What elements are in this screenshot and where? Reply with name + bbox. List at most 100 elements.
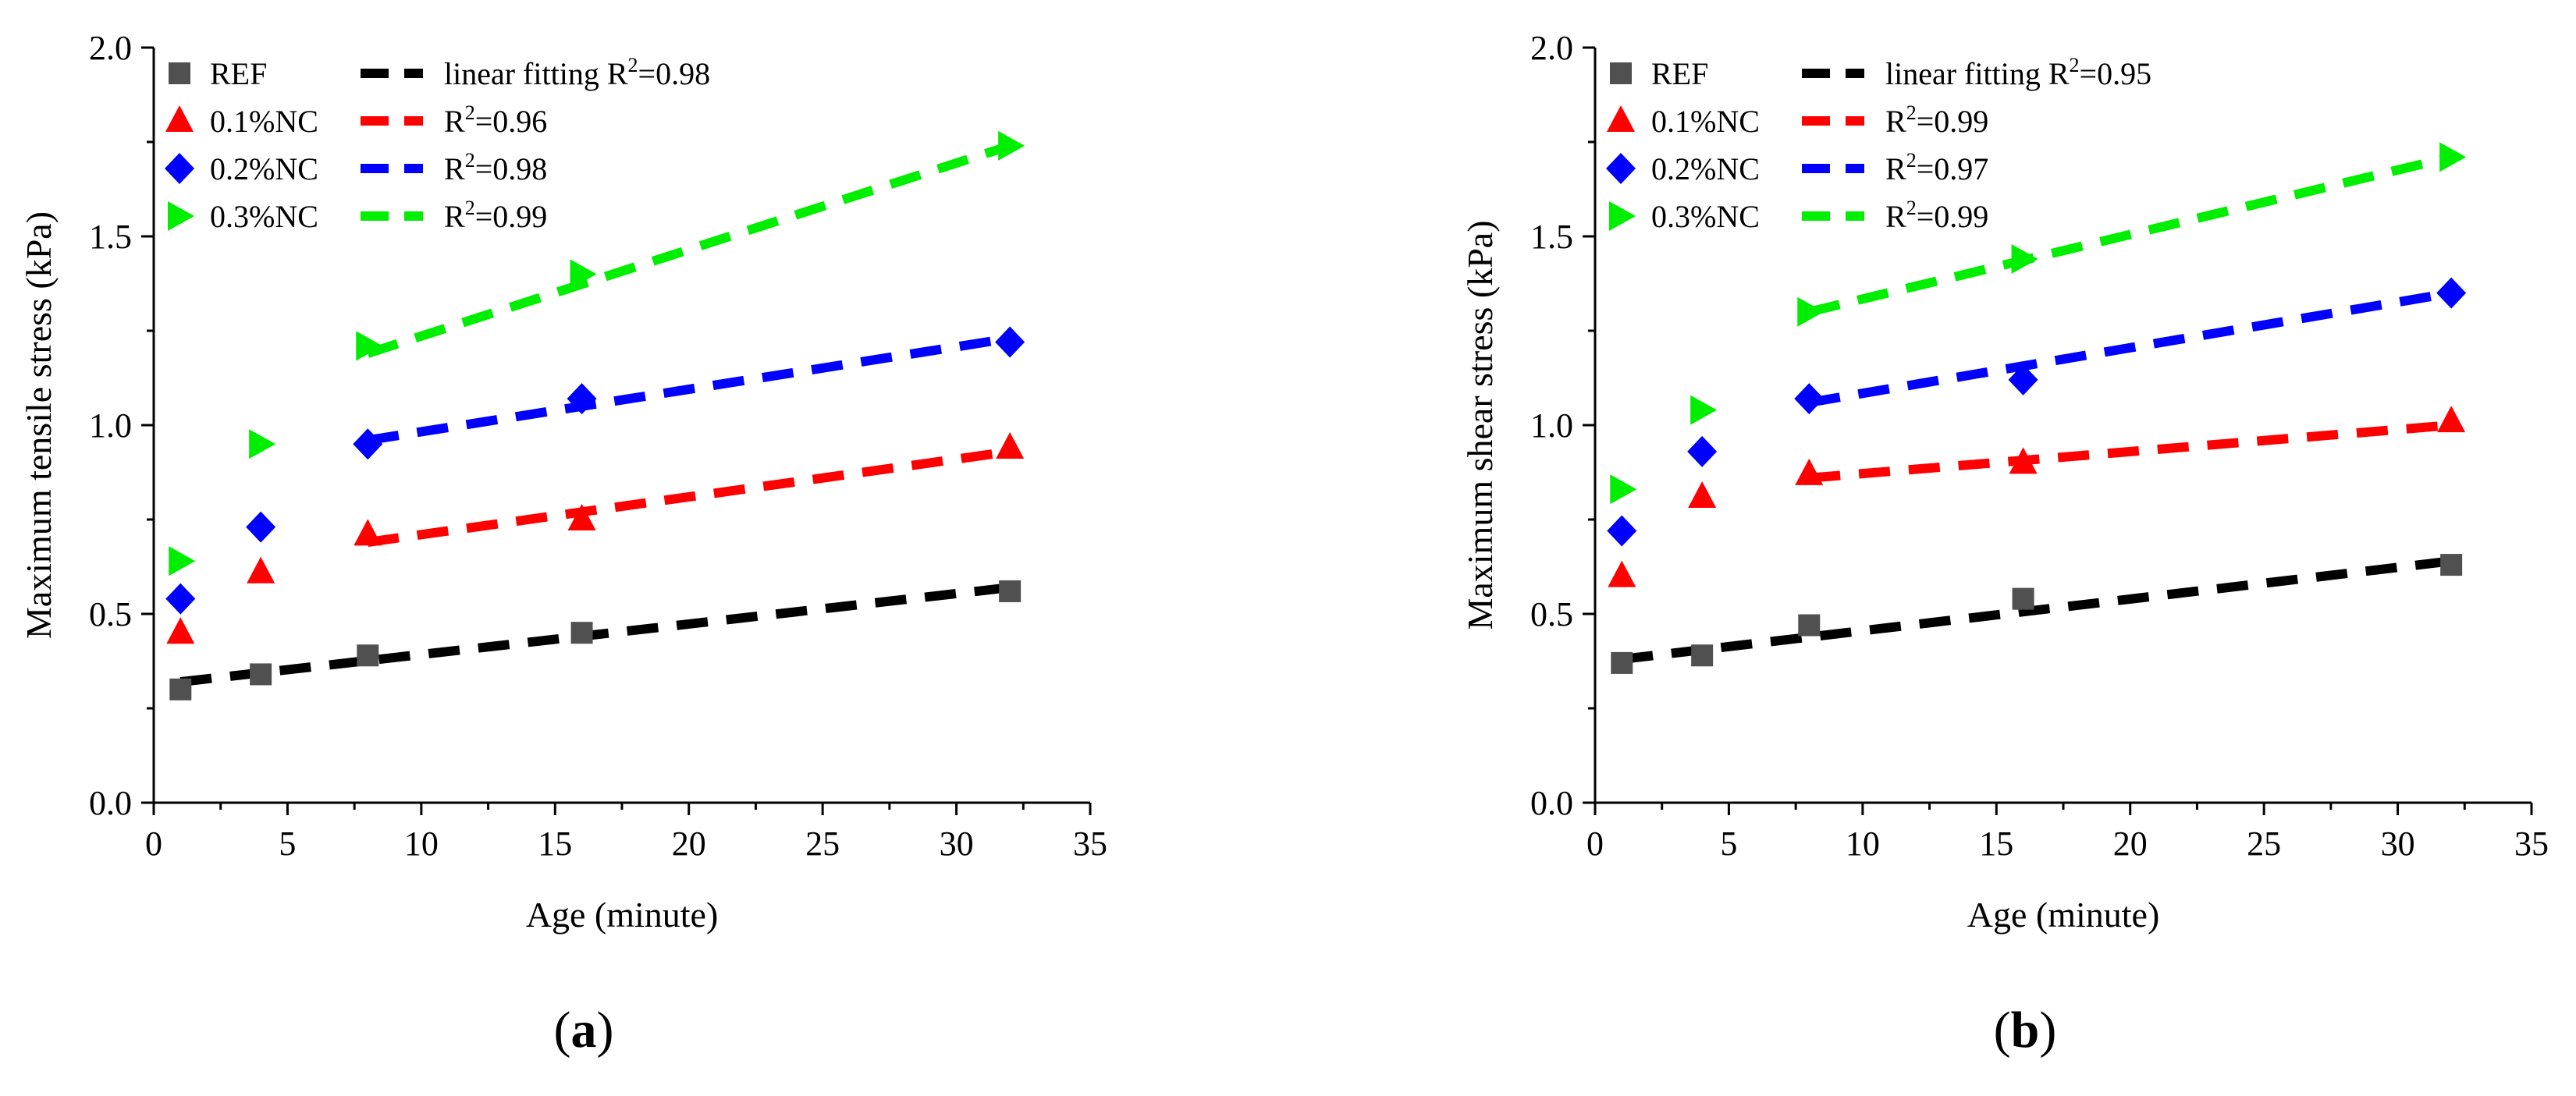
data-point-0.1%NC (1688, 481, 1717, 508)
data-point-0.3%NC (1797, 296, 1825, 327)
data-point-0.2%NC (165, 583, 196, 615)
data-point-REF (1798, 614, 1821, 637)
legend-fit-superscript: 2 (465, 101, 475, 124)
data-point-0.3%NC (2439, 142, 2467, 172)
data-point-REF (570, 622, 593, 644)
data-point-0.1%NC (247, 556, 275, 583)
y-tick-label: 0.5 (89, 595, 132, 633)
chart-panel-a: 0 5 10 15 20 25 30 35 0.0 0.5 1.0 1.5 2.0 Age (minute… (19, 29, 1107, 1059)
legend-fit-value: =0.99 (1917, 104, 1989, 139)
x-tick-label: 25 (2247, 825, 2281, 863)
legend-marker-0.3%NC (1609, 201, 1636, 231)
legend-fit-superscript: 2 (465, 149, 475, 172)
legend-series-name: REF (1651, 56, 1708, 91)
panel-label-letter: a (571, 1002, 597, 1059)
legend-series-name: 0.1%NC (1651, 104, 1760, 139)
fit-line-0.2%NC (1808, 288, 2453, 407)
y-tick-label: 0.0 (89, 784, 132, 822)
legend-fit-value: =0.99 (475, 199, 548, 234)
legend-fit-value: =0.96 (475, 104, 548, 139)
legend-series-name: 0.1%NC (210, 104, 318, 139)
legend-marker-0.1%NC (165, 105, 194, 132)
fit-line-0.3%NC (1807, 152, 2453, 317)
x-tick-label: 25 (805, 825, 840, 863)
data-point-REF (2440, 554, 2463, 576)
data-point-0.1%NC (1795, 458, 1824, 485)
panel-label-close-paren: ) (597, 1002, 614, 1059)
data-point-0.3%NC (998, 130, 1025, 161)
legend-fit-superscript: 2 (1906, 101, 1917, 124)
y-tick-label: 1.5 (1530, 218, 1573, 256)
data-point-0.3%NC (249, 429, 276, 459)
data-point-REF (1611, 651, 1633, 674)
x-tick-label: 30 (940, 825, 974, 863)
data-point-0.1%NC (996, 432, 1025, 459)
fit-line-REF (1621, 556, 2452, 665)
data-point-0.1%NC (567, 504, 596, 530)
x-tick-label: 10 (1846, 825, 1880, 863)
legend-fit-value: =0.99 (1917, 199, 1989, 234)
data-point-0.2%NC (1687, 435, 1718, 467)
data-point-0.2%NC (1607, 515, 1637, 547)
y-tick-label: 1.5 (89, 218, 132, 256)
legend-fit-label: R2=0.99 (1885, 101, 1988, 139)
legend-marker-0.3%NC (168, 201, 194, 231)
legend: REF linear fitting R2=0.950.1%NC R2=0.990.… (1606, 54, 2151, 234)
panel-label: (b) (1994, 1002, 2057, 1059)
data-point-0.3%NC (1610, 474, 1637, 505)
y-tick-label: 2.0 (89, 29, 132, 67)
data-point-REF (1691, 644, 1714, 667)
fit-line-0.1%NC (1808, 420, 2452, 483)
data-point-0.2%NC (2008, 364, 2038, 395)
legend-fit-prefix: R (1885, 199, 1906, 234)
y-tick-label: 2.0 (1530, 29, 1573, 67)
x-axis-label: Age (minute) (526, 895, 719, 935)
legend-marker-REF (1610, 62, 1632, 84)
fit-line-0.1%NC (367, 446, 1011, 547)
y-tick-label: 0.5 (1530, 595, 1573, 633)
fit-line-0.2%NC (367, 333, 1011, 445)
panel-label: (a) (554, 1002, 614, 1059)
legend-fit-superscript: 2 (1906, 149, 1917, 172)
legend-fit-superscript: 2 (1906, 197, 1917, 219)
legend: REF linear fitting R2=0.980.1%NC R2=0.960.… (165, 54, 710, 234)
legend-series-name: 0.2%NC (210, 151, 318, 186)
legend-marker-0.2%NC (165, 153, 194, 184)
legend-marker-0.2%NC (1606, 153, 1636, 184)
x-tick-label: 5 (279, 825, 296, 863)
data-point-REF (357, 644, 379, 667)
legend-fit-label: linear fitting R2=0.95 (1885, 54, 2151, 91)
legend-fit-prefix: R (444, 199, 465, 234)
x-tick-label: 5 (1720, 825, 1737, 863)
legend-fit-prefix: R (1885, 104, 1906, 139)
data-point-0.2%NC (246, 511, 276, 543)
data-point-0.2%NC (567, 383, 597, 415)
data-point-0.1%NC (2009, 447, 2038, 474)
legend-fit-label: R2=0.97 (1885, 149, 1988, 186)
legend-fit-prefix: R (444, 151, 465, 186)
data-point-0.3%NC (570, 259, 597, 289)
data-point-REF (2012, 587, 2034, 610)
data-point-REF (250, 663, 272, 686)
data-point-0.3%NC (356, 331, 383, 361)
data-point-REF (169, 678, 192, 701)
y-tick-label: 1.0 (89, 406, 132, 445)
data-point-0.1%NC (166, 617, 195, 644)
x-tick-label: 30 (2381, 825, 2415, 863)
legend-fit-value: =0.98 (638, 56, 711, 91)
data-point-0.1%NC (1608, 560, 1636, 587)
legend-fit-prefix: linear fitting R (444, 56, 628, 91)
data-point-0.1%NC (354, 519, 382, 546)
y-axis-label: Maximum shear stress (kPa) (1460, 220, 1500, 630)
panel-label-open-paren: ( (554, 1002, 571, 1059)
y-axis-label: Maximum tensile stress (kPa) (19, 211, 59, 639)
data-point-0.2%NC (1794, 383, 1825, 415)
data-point-0.2%NC (2436, 277, 2467, 309)
x-tick-label: 10 (404, 825, 439, 863)
panel-label-close-paren: ) (2039, 1002, 2056, 1059)
data-point-0.3%NC (2011, 244, 2038, 275)
data-point-0.2%NC (353, 428, 383, 460)
x-tick-label: 0 (145, 825, 162, 863)
x-tick-label: 35 (2514, 825, 2549, 863)
